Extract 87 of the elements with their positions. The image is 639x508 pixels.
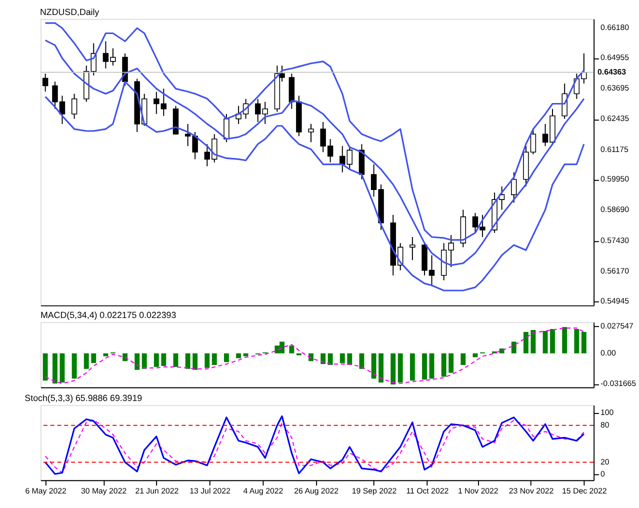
bar [134, 353, 140, 370]
bar [390, 353, 396, 384]
bar [328, 353, 333, 366]
chart-title: MACD(5,34,4) 0.022175 0.022393 [40, 310, 176, 320]
bar [42, 353, 48, 381]
y-tick-label: 0.64955 [600, 52, 630, 62]
chart-title: Stoch(5,3,3) 65.9886 69.3919 [24, 393, 142, 404]
line-series [44, 22, 585, 241]
x-tick-label: 4 Aug 2022 [243, 486, 284, 496]
bar [84, 353, 89, 369]
bar [142, 353, 147, 369]
y-tick-label: 0.027547 [600, 322, 634, 331]
bar [340, 353, 345, 364]
x-tick-label: 23 Nov 2022 [508, 486, 554, 496]
bar [378, 353, 384, 383]
x-tick-label: 30 May 2022 [80, 486, 127, 496]
bar [161, 353, 166, 366]
bar [320, 353, 326, 364]
candlestick [308, 123, 314, 143]
y-tick-label: 0.63695 [600, 84, 630, 93]
bar [359, 353, 364, 369]
bar [103, 353, 108, 356]
bar [347, 353, 352, 366]
y-tick-label: 0.62435 [600, 114, 630, 124]
ref-line-label: 0.64363 [598, 67, 627, 76]
candlestick [224, 113, 230, 143]
y-tick-label: 0.54945 [600, 296, 630, 306]
y-tick-label: 0.56170 [600, 266, 630, 276]
bar [429, 353, 434, 379]
bar [72, 353, 77, 379]
x-tick-label: 19 Sep 2022 [352, 486, 397, 496]
bar [562, 327, 568, 354]
bar [371, 353, 376, 379]
bar [523, 332, 528, 354]
candlestick [562, 83, 568, 120]
y-tick-label: 0.00 [600, 348, 616, 358]
x-tick-label: 6 May 2022 [25, 486, 66, 496]
y-tick-label: 80 [600, 420, 610, 430]
bar [441, 353, 446, 377]
y-tick-label: 0.57430 [600, 236, 630, 245]
line-series [44, 80, 585, 292]
x-tick-label: 1 Nov 2022 [458, 486, 498, 496]
x-tick-label: 13 Jul 2022 [190, 486, 230, 496]
bar [185, 353, 190, 369]
bar [60, 353, 65, 383]
bar [154, 353, 159, 367]
bar [212, 353, 217, 366]
candlestick [410, 236, 416, 261]
bar [236, 353, 242, 358]
bar [511, 342, 516, 354]
candlestick [42, 73, 48, 92]
bar [542, 330, 548, 354]
bar [398, 353, 403, 383]
x-tick-label: 26 Aug 2022 [294, 486, 338, 496]
candlestick [480, 214, 486, 238]
bar [574, 329, 580, 354]
line-series [44, 327, 584, 384]
bar [204, 353, 210, 368]
candlestick [71, 93, 78, 120]
y-tick-label: -0.031665 [600, 379, 637, 388]
x-tick-label: 15 Dec 2022 [562, 486, 607, 496]
x-tick-label: 21 Jun 2022 [135, 486, 179, 496]
bar [52, 353, 58, 384]
chart-title: NZDUSD,Daily [40, 6, 100, 17]
bar [581, 332, 586, 354]
bar [460, 353, 466, 366]
bar [530, 330, 536, 354]
bar [448, 353, 454, 373]
y-tick-label: 100 [600, 408, 614, 418]
bar [410, 353, 415, 381]
bar [422, 353, 427, 380]
bar [550, 329, 555, 354]
y-tick-label: 0.58690 [600, 205, 630, 214]
x-tick-label: 11 Oct 2022 [406, 486, 449, 496]
candlestick [472, 212, 478, 234]
y-tick-label: 0 [600, 470, 606, 479]
bar [243, 353, 248, 356]
y-tick-label: 0.61175 [600, 144, 630, 154]
bar [192, 353, 198, 370]
y-tick-label: 0.59950 [600, 174, 630, 184]
y-tick-label: 20 [600, 457, 610, 466]
bar [91, 353, 96, 364]
bar [224, 353, 229, 362]
bar [289, 346, 294, 354]
y-tick-label: 0.66180 [600, 23, 630, 32]
candlestick [511, 172, 517, 204]
line-series [44, 40, 585, 266]
